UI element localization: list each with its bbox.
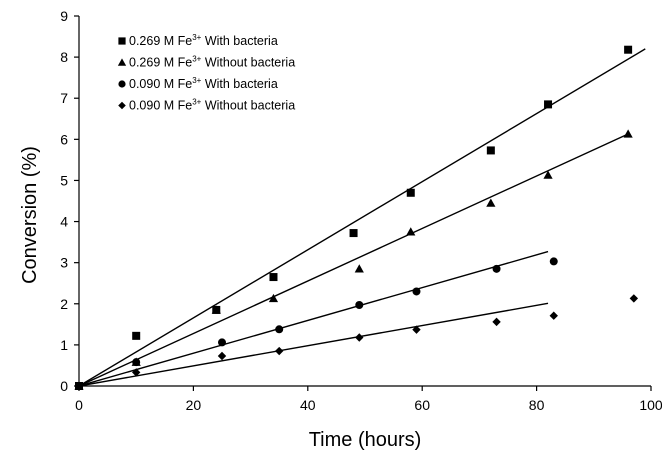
data-point-circle [355, 301, 364, 310]
y-tick-label: 7 [60, 90, 68, 106]
data-point-triangle [354, 264, 364, 273]
data-point-circle [412, 287, 421, 296]
data-point-diamond [132, 368, 141, 377]
data-point-circle [218, 338, 226, 347]
data-point-square [269, 273, 278, 282]
y-tick-label: 8 [60, 49, 68, 65]
trendline-diamond [78, 302, 549, 387]
legend-marker-circle [118, 80, 126, 88]
legend-label: 0.269 M Fe3+ With bacteria [129, 33, 278, 48]
x-tick-label: 100 [639, 397, 662, 413]
y-tick-label: 4 [60, 214, 68, 230]
y-tick-label: 0 [60, 378, 68, 394]
y-tick-label: 5 [60, 172, 68, 188]
data-point-square [132, 331, 141, 340]
data-point-triangle [623, 129, 633, 138]
trendline-circle [78, 250, 549, 387]
legend-label: 0.090 M Fe3+ With bacteria [129, 76, 278, 91]
y-tick-label: 9 [60, 8, 68, 24]
legend-marker-diamond [118, 101, 126, 110]
x-tick-label: 20 [186, 397, 202, 413]
legend-marker-triangle [117, 58, 127, 66]
x-axis-title: Time (hours) [309, 429, 422, 451]
y-tick-label: 2 [60, 296, 68, 312]
axes: 0 1 2 3 4 5 6 7 8 9 0 20 40 60 80 100 [60, 8, 662, 413]
y-tick-label: 6 [60, 131, 68, 147]
x-tick-label: 0 [75, 397, 83, 413]
data-point-circle [275, 325, 284, 334]
data-point-triangle [211, 305, 221, 314]
data-point-square [624, 45, 633, 54]
data-point-square [349, 229, 358, 238]
data-point-diamond [355, 333, 364, 342]
data-point-diamond [275, 346, 284, 356]
legend: 0.269 M Fe3+ With bacteria 0.269 M Fe3+ W… [117, 33, 295, 113]
data-point-diamond [74, 381, 84, 391]
x-tick-label: 40 [300, 397, 316, 413]
data-point-square [486, 146, 495, 155]
data-point-diamond [412, 325, 421, 334]
data-point-circle [492, 264, 501, 273]
data-point-triangle [268, 293, 279, 303]
x-tick-label: 60 [414, 397, 430, 413]
data-point-circle [549, 257, 558, 266]
data-markers [74, 45, 639, 391]
y-tick-label: 1 [60, 337, 68, 353]
x-tick-label: 80 [529, 397, 545, 413]
y-axis-title: Conversion (%) [19, 146, 41, 284]
data-point-triangle [486, 198, 496, 207]
data-point-diamond [549, 311, 558, 320]
data-point-diamond [492, 317, 501, 327]
trendline-triangle [78, 133, 629, 387]
legend-marker-square [118, 37, 126, 45]
data-point-square [544, 100, 553, 109]
data-point-square [406, 188, 415, 197]
legend-label: 0.269 M Fe3+ Without bacteria [129, 55, 295, 70]
data-point-triangle [406, 227, 416, 236]
data-point-diamond [217, 351, 227, 361]
data-point-diamond [629, 294, 639, 303]
y-tick-label: 3 [60, 255, 68, 271]
data-point-triangle [543, 170, 553, 179]
legend-label: 0.090 M Fe3+ Without bacteria [129, 98, 295, 113]
data-point-circle [132, 358, 141, 367]
